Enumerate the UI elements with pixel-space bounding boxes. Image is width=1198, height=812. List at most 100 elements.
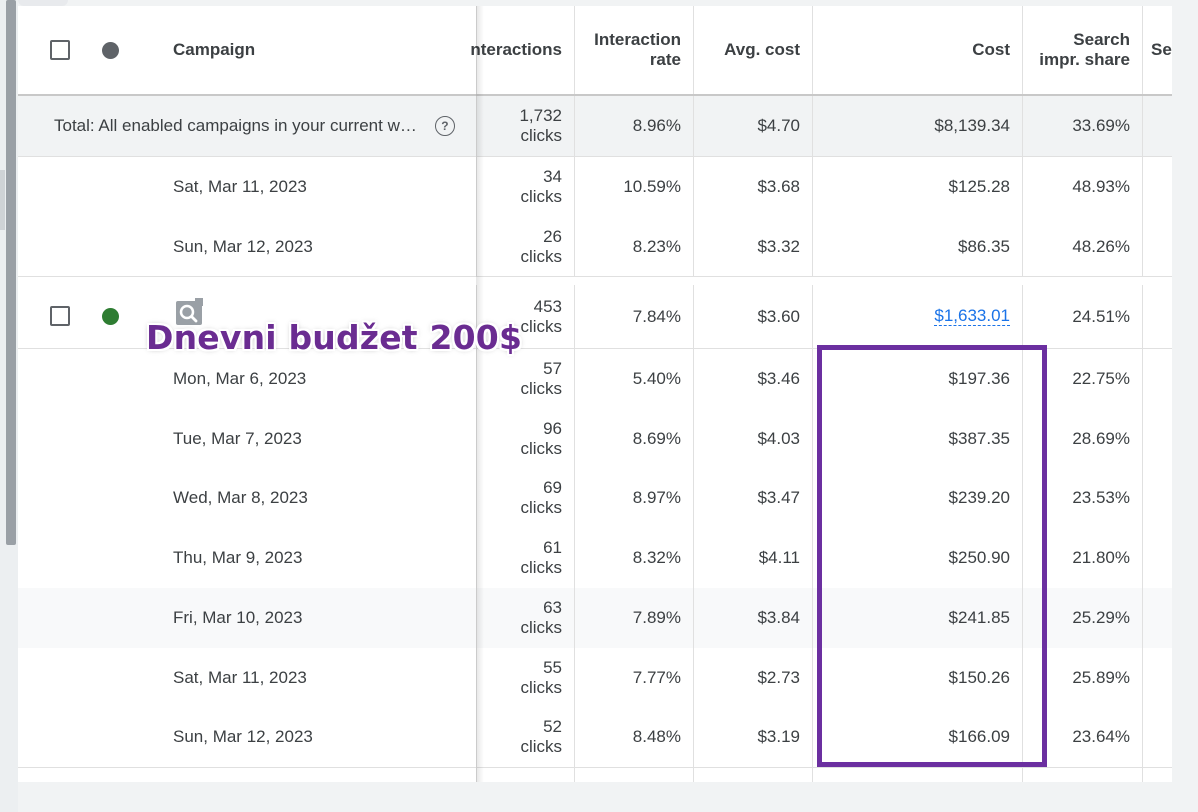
total-label: Total: All enabled campaigns in your cur… [54, 116, 417, 135]
col-header-extra[interactable]: Se [1142, 6, 1172, 94]
col-interactions-label: nteractions [470, 40, 562, 59]
scrollbar-thumb[interactable] [6, 0, 16, 545]
row-interactions-unit: clicks [520, 677, 562, 697]
status-header-icon[interactable] [102, 42, 119, 59]
col-rate-label-1: Interaction [594, 30, 681, 49]
cost-highlight-box [817, 345, 1047, 767]
campaign-avg-cost: $3.60 [757, 306, 800, 326]
col-avg-cost-label: Avg. cost [724, 40, 800, 59]
table-row: Mon, Mar 6, 2023 57 clicks 5.40% $3.46 $1… [18, 349, 1172, 409]
row-interactions: 61 [543, 538, 562, 557]
row-date: Sun, Mar 12, 2023 [173, 236, 313, 256]
row-date: Wed, Mar 8, 2023 [173, 488, 308, 507]
campaign-interactions-unit: clicks [520, 316, 562, 336]
row-interactions-unit: clicks [520, 187, 562, 206]
col-header-avg-cost[interactable]: Avg. cost [693, 6, 812, 94]
row-avg-cost: $2.73 [757, 667, 800, 687]
row-rate: 8.32% [632, 548, 681, 567]
row-cost: $166.09 [948, 727, 1010, 746]
row-search-share: 23.64% [1072, 727, 1130, 746]
scrollbar-track-marker [0, 170, 5, 230]
row-search-share: 25.29% [1072, 608, 1130, 627]
total-search-share: 33.69% [1072, 116, 1130, 135]
campaign-checkbox[interactable] [50, 306, 70, 326]
campaign-cost-link[interactable]: $1,633.01 [934, 306, 1010, 326]
row-interactions-unit: clicks [520, 246, 562, 266]
help-circle-icon[interactable]: ? [434, 116, 455, 136]
row-cost: $387.35 [948, 428, 1010, 448]
search-campaign-icon [176, 298, 203, 325]
row-interactions: 26 [543, 226, 562, 246]
col-campaign-label: Campaign [173, 40, 256, 59]
row-interactions: 63 [543, 598, 562, 617]
row-search-share: 22.75% [1072, 369, 1130, 388]
row-avg-cost: $3.47 [757, 488, 800, 507]
row-date: Fri, Mar 10, 2023 [173, 608, 303, 627]
table-row: Sat, Mar 11, 2023 34 clicks 10.59% $3.68 … [18, 157, 1172, 217]
row-interactions: 34 [543, 167, 562, 186]
row-avg-cost: $4.03 [757, 428, 800, 448]
row-search-share: 28.69% [1072, 428, 1130, 448]
campaign-search-share: 24.51% [1072, 306, 1130, 326]
col-share-label-1: Search [1073, 30, 1130, 49]
row-cost: $125.28 [948, 177, 1010, 196]
row-search-share: 25.89% [1072, 667, 1130, 687]
table-row: Sat, Mar 11, 2023 55 clicks 7.77% $2.73 $… [18, 648, 1172, 707]
row-interactions-unit: clicks [520, 558, 562, 577]
row-interactions: 52 [543, 717, 562, 736]
total-row: Total: All enabled campaigns in your cur… [18, 96, 1172, 157]
row-interactions: 96 [543, 418, 562, 438]
row-interactions-unit: clicks [520, 618, 562, 637]
row-cost: $241.85 [948, 608, 1010, 627]
row-date: Thu, Mar 9, 2023 [173, 548, 303, 567]
col-share-label-2: impr. share [1039, 50, 1130, 69]
total-label-cell: Total: All enabled campaigns in your cur… [18, 96, 476, 156]
table-header: Campaign nteractions Interaction rate Av… [18, 6, 1172, 96]
col-header-cost[interactable]: Cost [812, 6, 1022, 94]
table-row: Sun, Mar 12, 2023 52 clicks 8.48% $3.19 $… [18, 707, 1172, 768]
row-interactions: 57 [543, 359, 562, 378]
row-avg-cost: $3.32 [757, 236, 800, 256]
row-rate: 10.59% [623, 177, 681, 196]
row-date: Sat, Mar 11, 2023 [173, 177, 307, 196]
col-cost-label: Cost [972, 40, 1010, 59]
row-interactions-unit: clicks [520, 737, 562, 756]
row-rate: 7.77% [632, 667, 681, 687]
table-row-hovered: Fri, Mar 10, 2023 63 clicks 7.89% $3.84 $… [18, 588, 1172, 648]
row-interactions-unit: clicks [520, 498, 562, 517]
row-search-share: 48.93% [1072, 177, 1130, 196]
col-header-interactions[interactable]: nteractions [470, 6, 574, 94]
row-interactions: 69 [543, 478, 562, 497]
select-all-checkbox[interactable] [50, 40, 70, 60]
col-header-search-impr-share[interactable]: Search impr. share [1022, 6, 1142, 94]
row-interactions: 55 [543, 657, 562, 677]
row-search-share: 21.80% [1072, 548, 1130, 567]
vertical-scrollbar[interactable] [0, 0, 18, 812]
col-rate-label-2: rate [649, 50, 681, 69]
row-interactions-unit: clicks [520, 379, 562, 398]
row-rate: 7.89% [632, 608, 681, 627]
row-date: Tue, Mar 7, 2023 [173, 428, 302, 448]
row-rate: 8.48% [632, 727, 681, 746]
total-interactions: 1,732 [519, 106, 562, 125]
campaign-stats-table: Campaign nteractions Interaction rate Av… [18, 6, 1172, 782]
col-header-campaign[interactable]: Campaign [173, 6, 423, 94]
row-date: Sat, Mar 11, 2023 [173, 667, 307, 687]
row-cost: $250.90 [948, 548, 1010, 567]
row-avg-cost: $3.84 [757, 608, 800, 627]
total-cost: $8,139.34 [934, 116, 1010, 135]
row-rate: 5.40% [632, 369, 681, 388]
row-cost: $86.35 [958, 236, 1010, 256]
row-avg-cost: $3.46 [757, 369, 800, 388]
col-header-interaction-rate[interactable]: Interaction rate [574, 6, 693, 94]
row-date: Sun, Mar 12, 2023 [173, 727, 313, 746]
top-notch [18, 0, 68, 6]
enabled-status-icon[interactable] [102, 308, 119, 325]
row-avg-cost: $3.19 [757, 727, 800, 746]
row-search-share: 48.26% [1072, 236, 1130, 256]
campaign-row[interactable]: 453 clicks 7.84% $3.60 $1,633.01 24.51% [18, 285, 1172, 349]
row-search-share: 23.53% [1072, 488, 1130, 507]
table-row: Tue, Mar 7, 2023 96 clicks 8.69% $4.03 $3… [18, 409, 1172, 468]
total-rate: 8.96% [632, 116, 681, 135]
daily-budget-annotation: Dnevni budžet 200$ [146, 318, 523, 357]
